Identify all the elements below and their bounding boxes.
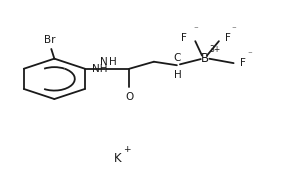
Text: F: F (181, 33, 187, 43)
Text: NH: NH (92, 64, 108, 74)
Text: B: B (201, 52, 209, 65)
Text: O: O (125, 92, 133, 102)
Text: K: K (113, 152, 121, 165)
Text: C: C (174, 53, 181, 63)
Text: ⁻: ⁻ (231, 25, 236, 34)
Text: N: N (100, 57, 108, 67)
Text: F: F (240, 58, 246, 68)
Text: ⁻: ⁻ (247, 51, 252, 60)
Text: H: H (109, 57, 117, 67)
Text: F: F (225, 33, 231, 43)
Text: 3+: 3+ (209, 45, 221, 54)
Text: Br: Br (44, 35, 55, 45)
Text: +: + (123, 145, 130, 154)
Text: ⁻: ⁻ (193, 25, 198, 34)
Text: H: H (174, 70, 181, 80)
